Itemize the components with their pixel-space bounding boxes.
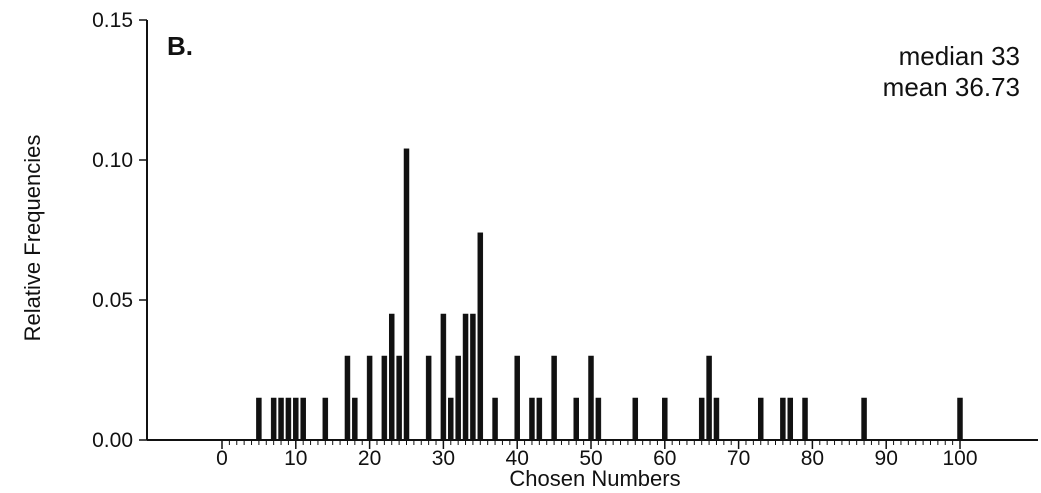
bar [388, 313, 395, 441]
x-tick-label: 10 [284, 447, 307, 470]
y-tick-label: 0.00 [92, 429, 133, 452]
x-tick-label: 40 [506, 447, 529, 470]
x-tick-label: 70 [727, 447, 750, 470]
bar [462, 313, 469, 441]
bar [322, 397, 329, 441]
bar [270, 397, 277, 441]
bar [352, 397, 358, 441]
bar [455, 355, 461, 441]
y-tick-label: 0.15 [92, 9, 133, 32]
bar [698, 397, 705, 441]
bar [551, 355, 557, 441]
y-tick-label: 0.05 [92, 289, 133, 312]
bar [529, 397, 535, 441]
bar [780, 397, 786, 441]
y-tick-label: 0.10 [92, 149, 133, 172]
x-axis-title: Chosen Numbers [509, 466, 680, 491]
bar [477, 232, 484, 441]
x-tick-label: 50 [579, 447, 602, 470]
bar [278, 397, 284, 441]
bar [344, 355, 351, 441]
bar [366, 355, 373, 441]
bar [787, 397, 794, 441]
bar [470, 313, 476, 441]
axis-ticks: 0 10 20 30 40 50 60 70 80 90 100 0.00 0.05 0.10 0.15 [92, 9, 977, 470]
bar [514, 355, 520, 441]
panel-label: B. [167, 31, 193, 61]
bar [403, 148, 410, 441]
bar [425, 355, 432, 441]
bar [713, 397, 720, 441]
x-tick-label: 80 [801, 447, 824, 470]
bar [396, 355, 402, 441]
x-tick-label: 0 [216, 447, 228, 470]
bars-group [256, 148, 963, 441]
bar [536, 397, 543, 441]
bar [492, 397, 498, 441]
median-annotation: median 33 [899, 41, 1020, 71]
y-axis-title: Relative Frequencies [20, 135, 45, 342]
bar [632, 397, 639, 441]
bar [861, 397, 867, 441]
bar [285, 397, 292, 441]
bar [595, 397, 602, 441]
x-tick-label: 100 [942, 447, 977, 470]
bar [802, 397, 808, 441]
bar [573, 397, 579, 441]
mean-annotation: mean 36.73 [883, 72, 1020, 102]
x-tick-label: 60 [653, 447, 676, 470]
bar [662, 397, 668, 441]
bar [256, 397, 262, 441]
bar [448, 397, 454, 441]
bar [757, 397, 764, 441]
bar [293, 397, 299, 441]
x-tick-label: 30 [432, 447, 455, 470]
bar [381, 355, 388, 441]
x-tick-label: 20 [358, 447, 381, 470]
x-tick-label: 90 [875, 447, 898, 470]
bar [706, 355, 712, 441]
bar [300, 397, 306, 441]
bar [588, 355, 594, 441]
bar [440, 313, 447, 441]
bar [957, 397, 963, 441]
